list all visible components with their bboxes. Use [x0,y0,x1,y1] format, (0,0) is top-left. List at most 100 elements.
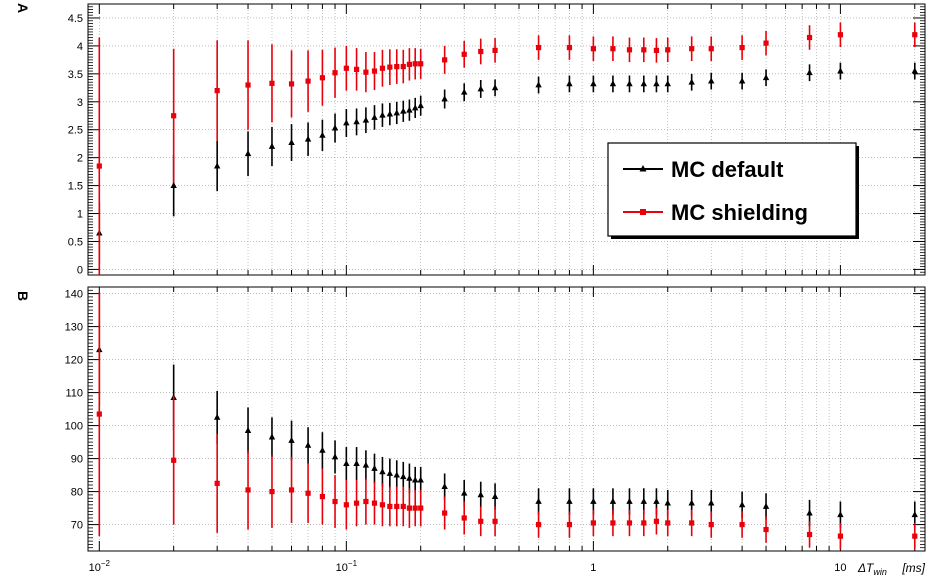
plot-frame [87,3,926,276]
data-point-triangle [664,80,671,87]
data-point-triangle [319,131,326,138]
x-tick-base: 1 [590,562,596,574]
data-point-square [353,66,360,72]
x-tick-exponent: −2 [101,559,111,568]
x-tick-exponent: −1 [348,559,358,568]
y-tick-label: 130 [65,322,83,334]
data-point-square [492,518,498,524]
y-tick-label: 90 [71,454,83,466]
data-point-square [837,32,844,38]
data-point-square [332,70,338,76]
data-point-square [319,75,325,81]
panel-label: A [15,3,31,13]
data-point-triangle [393,471,400,478]
y-tick-label: 0.5 [68,236,83,248]
y-tick-label: 1.5 [68,181,83,193]
data-point-square [343,65,349,71]
data-point-square [478,48,484,55]
data-point-triangle [400,473,407,480]
y-tick-label: 70 [71,520,83,532]
data-point-square [461,51,467,57]
series-mc-shielding [96,291,918,550]
data-point-triangle [590,80,597,87]
data-point-square [387,64,393,70]
data-point-square [319,493,325,500]
data-point-square [535,522,542,528]
y-tick-label: 3 [77,97,83,109]
data-point-square [418,61,424,67]
data-point-triangle [738,77,746,84]
data-point-triangle [566,497,573,504]
data-point-triangle [535,81,542,88]
data-point-triangle [362,461,370,468]
data-point-triangle [441,483,448,490]
data-point-triangle [461,489,468,496]
x-tick-base: 10 [89,562,101,574]
y-tick-label: 120 [65,355,83,367]
x-axis-title-unit: [ms] [901,561,925,575]
panel-a: 0 0.5 1 1.5 2 2.5 3 3.5 4 4.5 A MC default MC shield… [15,3,926,276]
data-point-square [400,503,406,510]
data-point-square [353,500,360,506]
data-point-square [708,46,714,52]
data-point-square [708,522,714,528]
data-point-triangle [441,95,448,102]
data-point-triangle [353,118,360,125]
data-point-square [96,163,102,169]
data-point-triangle [653,80,660,87]
y-tick-label: 0 [77,264,83,276]
y-tick-label: 4 [77,41,83,53]
data-point-triangle [288,138,295,145]
y-tick-label: 110 [65,388,83,400]
data-point-triangle [319,446,326,453]
data-point-triangle [362,116,370,123]
data-point-triangle [331,124,339,131]
data-point-square [478,518,484,524]
data-point-triangle [412,476,419,483]
x-axis-title-main: ΔTwin [857,561,887,577]
data-point-square [590,520,596,526]
data-point-triangle [331,453,339,460]
panel-label: B [15,291,31,301]
panel-b: 70 80 90 100 110 120 130 140 B [15,286,926,552]
series-group [96,291,918,550]
data-point-square [653,47,660,53]
data-point-triangle [379,468,386,475]
series-group [96,22,918,275]
data-point-square [566,44,573,51]
data-point-triangle [386,469,394,476]
x-axis-tick-labels: 10−2 10−1 1 10 [89,559,847,574]
data-point-square [245,487,251,493]
data-point-square [641,520,647,526]
data-point-triangle [609,497,617,504]
data-point-square [461,515,467,521]
data-point-triangle [343,459,350,466]
data-point-square [406,505,413,511]
legend-marker-triangle [639,165,647,172]
data-point-square [171,457,177,463]
y-tick-label: 80 [71,487,83,499]
data-point-square [610,46,616,52]
data-point-triangle [353,459,360,466]
data-point-square [442,57,448,63]
data-point-triangle [491,492,499,499]
data-point-triangle [268,433,276,440]
data-point-square [912,32,918,38]
data-point-square [610,520,616,526]
data-point-triangle [837,511,844,518]
x-axis-title: ΔTwin [ms] [857,561,926,577]
data-point-square [371,68,378,74]
data-point-square [806,531,813,538]
data-point-triangle [911,511,918,518]
data-point-square [442,510,448,516]
data-point-triangle [371,464,378,471]
y-tick-label: 100 [65,421,83,433]
data-point-square [837,533,844,539]
data-point-square [763,40,769,46]
data-point-triangle [688,499,695,506]
data-point-triangle [626,80,633,87]
data-point-triangle [806,509,813,516]
x-tick-label: 10−1 [336,559,358,574]
data-point-triangle [664,499,671,506]
y-tick-label: 2.5 [68,125,83,137]
